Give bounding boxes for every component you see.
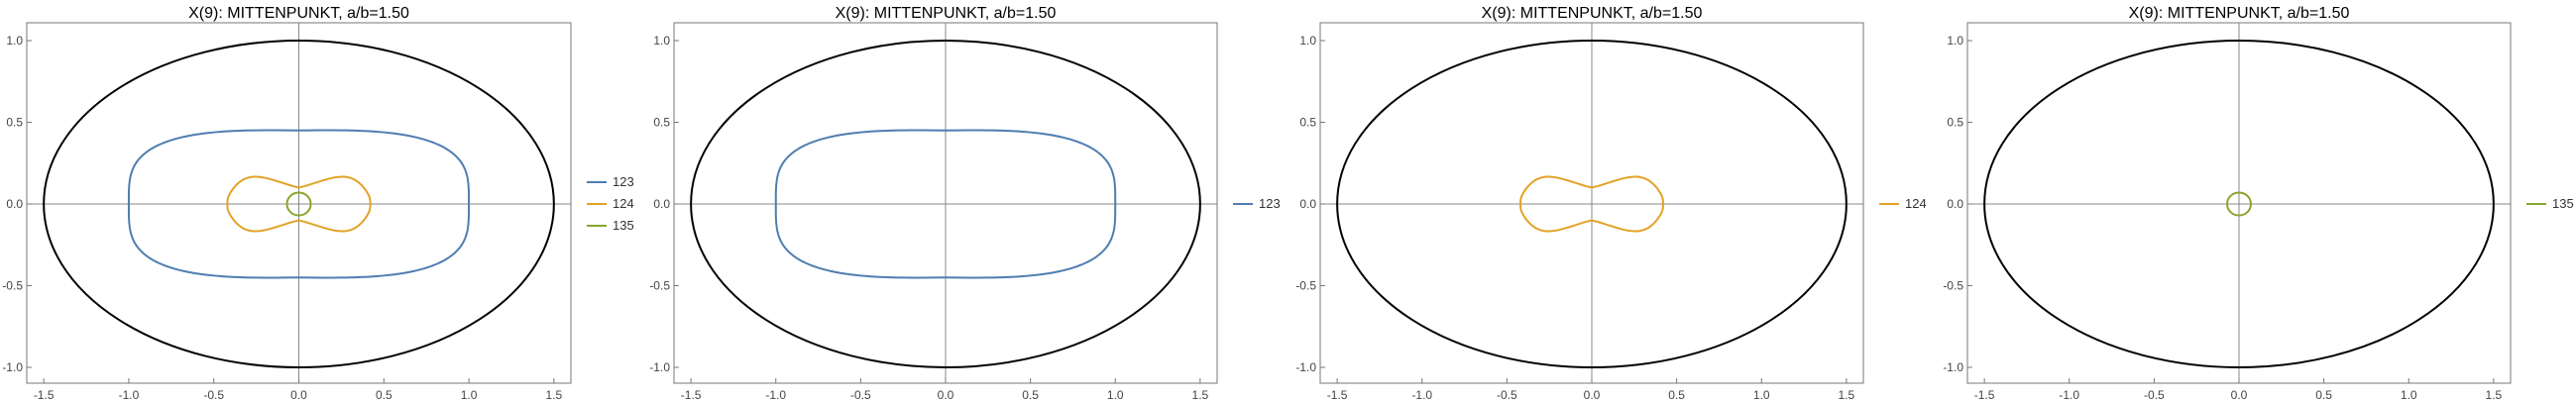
y-tick-label: -0.5 <box>649 279 670 293</box>
x-tick-label: 1.5 <box>546 388 563 402</box>
y-tick-label: 1.0 <box>1299 34 1316 48</box>
chart-title: X(9): MITTENPUNKT, a/b=1.50 <box>836 5 1057 22</box>
x-tick-label: -0.5 <box>203 388 224 402</box>
x-tick-label: 0.5 <box>1668 388 1685 402</box>
y-tick-label: 0.5 <box>1299 116 1316 130</box>
x-tick-label: 1.5 <box>1839 388 1855 402</box>
outer-ellipse <box>690 40 1201 368</box>
chart-panel-3: X(9): MITTENPUNKT, a/b=1.50 -1.5 -1.0 -0.5 0… <box>1295 5 1926 402</box>
y-tick-label: 0.5 <box>653 116 670 130</box>
x-tick-label: 1.5 <box>2486 388 2503 402</box>
x-tick-label: 0.0 <box>1584 388 1601 402</box>
chart-title: X(9): MITTENPUNKT, a/b=1.50 <box>1482 5 1703 22</box>
x-tick-label: 1.0 <box>1753 388 1770 402</box>
x-tick-label: 0.0 <box>938 388 954 402</box>
legend-label-124: 124 <box>613 196 634 211</box>
x-tick-label: -1.0 <box>765 388 786 402</box>
y-tick-label: 0.0 <box>1947 197 1963 211</box>
series-curve-123 <box>127 129 471 279</box>
x-tick-label: -1.0 <box>2059 388 2079 402</box>
outer-ellipse <box>43 40 555 368</box>
legend-label-123: 123 <box>613 174 634 189</box>
y-tick-label: 1.0 <box>653 34 670 48</box>
y-tick-label: 0.5 <box>6 116 23 130</box>
x-tick-label: 0.5 <box>1022 388 1039 402</box>
x-tick-label: 1.0 <box>1107 388 1124 402</box>
y-tick-label: 1.0 <box>6 34 23 48</box>
x-tick-label: -1.0 <box>1411 388 1432 402</box>
y-tick-label: -1.0 <box>2 360 23 374</box>
series-curve-124 <box>1519 175 1664 233</box>
series-curve-123 <box>774 129 1117 279</box>
chart-title: X(9): MITTENPUNKT, a/b=1.50 <box>188 5 409 22</box>
chart-panel-4: X(9): MITTENPUNKT, a/b=1.50 -1.5 -1.0 -0.5 0… <box>1943 5 2573 402</box>
series-curve-135 <box>285 191 312 217</box>
x-tick-label: -1.5 <box>1327 388 1348 402</box>
x-tick-label: -0.5 <box>2144 388 2165 402</box>
x-tick-label: -0.5 <box>1497 388 1517 402</box>
x-tick-label: -1.5 <box>681 388 702 402</box>
series-curve-135 <box>2226 191 2252 217</box>
outer-ellipse <box>1336 40 1848 368</box>
y-tick-label: 0.0 <box>6 197 23 211</box>
y-tick-label: 1.0 <box>1947 34 1963 48</box>
x-tick-label: -1.0 <box>119 388 140 402</box>
y-tick-label: 0.0 <box>1299 197 1316 211</box>
chart-title: X(9): MITTENPUNKT, a/b=1.50 <box>2129 5 2350 22</box>
x-tick-label: 0.0 <box>290 388 307 402</box>
x-tick-label: 0.5 <box>2315 388 2332 402</box>
outer-ellipse <box>1983 40 2495 368</box>
legend-label-124: 124 <box>1905 196 1927 211</box>
y-tick-label: 0.0 <box>653 197 670 211</box>
y-tick-label: 0.5 <box>1947 116 1963 130</box>
y-tick-label: -0.5 <box>1943 279 1963 293</box>
y-tick-label: -1.0 <box>1295 360 1316 374</box>
y-tick-label: -0.5 <box>2 279 23 293</box>
chart-panel-1: X(9): MITTENPUNKT, a/b=1.50 -1.5 -1.0 -0.5 0… <box>2 5 633 402</box>
y-tick-label: -1.0 <box>649 360 670 374</box>
x-tick-label: 1.0 <box>461 388 478 402</box>
legend-label-135: 135 <box>613 218 634 233</box>
x-tick-label: -1.5 <box>34 388 55 402</box>
legend-label-135: 135 <box>2552 196 2574 211</box>
chart-panel-2: X(9): MITTENPUNKT, a/b=1.50 -1.5 -1.0 -0.5 0… <box>649 5 1280 402</box>
x-tick-label: 0.5 <box>376 388 392 402</box>
series-curve-124 <box>226 175 372 233</box>
legend-label-123: 123 <box>1259 196 1281 211</box>
x-tick-label: -1.5 <box>1974 388 1995 402</box>
x-tick-label: -0.5 <box>850 388 871 402</box>
x-tick-label: 1.0 <box>2401 388 2417 402</box>
x-tick-label: 1.5 <box>1192 388 1209 402</box>
x-tick-label: 0.0 <box>2231 388 2248 402</box>
y-tick-label: -1.0 <box>1943 360 1963 374</box>
y-tick-label: -0.5 <box>1295 279 1316 293</box>
